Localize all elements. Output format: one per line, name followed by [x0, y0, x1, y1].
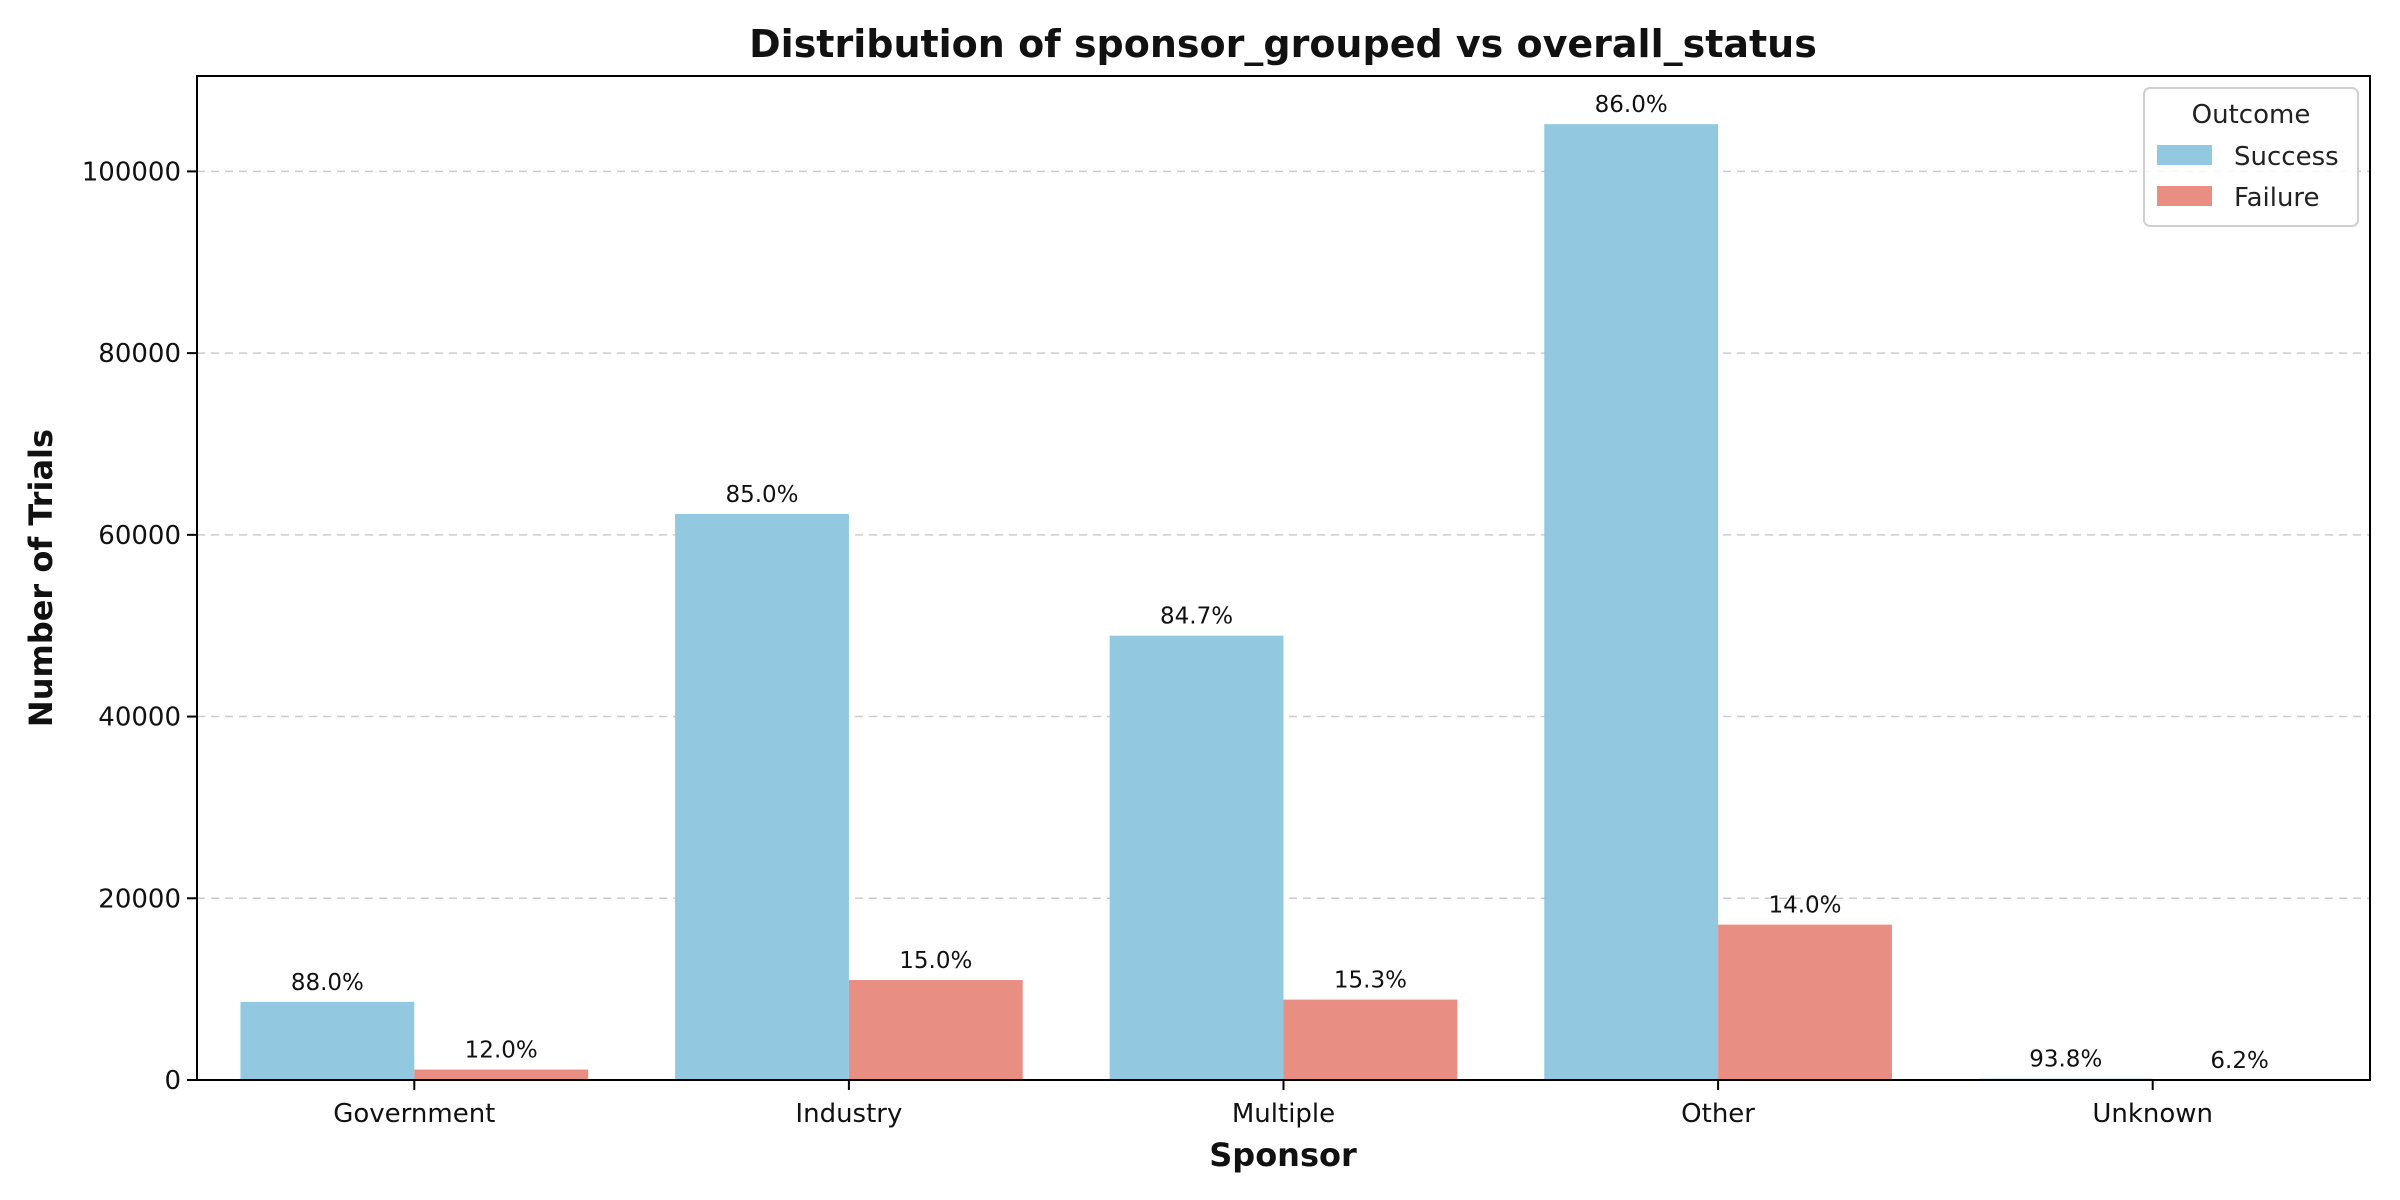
data-label-failure-multiple: 15.3% — [1334, 968, 1407, 994]
bar-success-industry — [675, 513, 849, 1080]
y-axis-label: Number of Trials — [22, 429, 60, 727]
bar-failure-government — [414, 1069, 589, 1080]
data-label-failure-government: 12.0% — [465, 1038, 538, 1064]
legend-title: Outcome — [2192, 100, 2311, 130]
y-tick-label: 60000 — [98, 521, 181, 551]
x-tick-label: Government — [333, 1099, 495, 1129]
data-label-failure-unknown: 6.2% — [2210, 1048, 2268, 1074]
y-tick-label: 80000 — [98, 339, 181, 369]
chart-title: Distribution of sponsor_grouped vs overa… — [749, 22, 1817, 66]
bar-success-other — [1544, 124, 1719, 1081]
data-label-success-unknown: 93.8% — [2029, 1047, 2102, 1073]
y-tick-label: 100000 — [82, 157, 181, 187]
x-axis: Government Industry Multiple Other Unknown — [333, 1080, 2213, 1129]
bar-success-multiple — [1109, 635, 1284, 1080]
x-tick-label: Unknown — [2092, 1099, 2213, 1129]
data-label-success-multiple: 84.7% — [1160, 604, 1233, 630]
data-labels: 88.0% 12.0% 85.0% 15.0% 84.7% 15.3% 86.0% 14.0%… — [291, 92, 2269, 1074]
bar-failure-other — [1718, 924, 1892, 1080]
y-tick-label: 20000 — [98, 884, 181, 914]
legend-entry-failure: Failure — [2234, 183, 2320, 213]
x-tick-label: Industry — [795, 1099, 902, 1129]
bars — [240, 124, 2327, 1081]
y-tick-label: 40000 — [98, 703, 181, 733]
y-tick-label: 0 — [164, 1066, 181, 1096]
x-tick-label: Other — [1681, 1099, 1755, 1129]
bar-success-government — [240, 1001, 415, 1080]
x-axis-label: Sponsor — [1209, 1136, 1357, 1174]
data-label-failure-other: 14.0% — [1768, 893, 1841, 919]
legend-entry-success: Success — [2234, 142, 2339, 172]
legend-swatch-success — [2157, 145, 2212, 165]
x-tick-label: Multiple — [1232, 1099, 1335, 1129]
grid-lines — [197, 170, 2370, 900]
bar-failure-multiple — [1283, 999, 1458, 1080]
y-axis: 0 20000 40000 60000 80000 100000 — [82, 157, 197, 1096]
data-label-success-government: 88.0% — [291, 970, 364, 996]
data-label-success-other: 86.0% — [1595, 92, 1668, 118]
legend: Outcome Success Failure — [2143, 87, 2359, 227]
legend-swatch-failure — [2157, 186, 2212, 206]
data-label-failure-industry: 15.0% — [899, 948, 972, 974]
data-label-success-industry: 85.0% — [725, 482, 798, 508]
bar-failure-industry — [848, 980, 1023, 1080]
